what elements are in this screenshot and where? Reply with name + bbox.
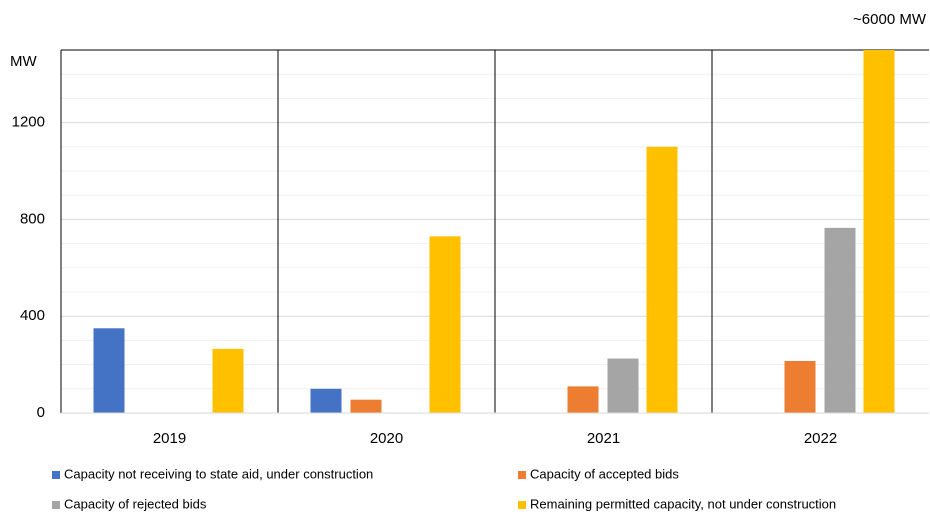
x-tick-label: 2022 xyxy=(804,430,837,447)
bar xyxy=(212,348,244,413)
bar xyxy=(646,146,678,414)
legend-swatch xyxy=(52,501,60,509)
legend-label: Remaining permitted capacity, not under … xyxy=(530,496,836,511)
bar xyxy=(784,360,816,413)
x-tick-label: 2019 xyxy=(153,430,186,447)
bar xyxy=(824,227,856,413)
bar xyxy=(350,399,382,413)
bar xyxy=(93,328,125,413)
y-tick-label: 0 xyxy=(37,404,45,421)
x-tick-label: 2021 xyxy=(587,430,620,447)
bar xyxy=(567,386,599,413)
bar xyxy=(607,358,639,413)
y-tick-label: 400 xyxy=(20,307,45,324)
legend-swatch xyxy=(518,471,526,479)
annotation: ~6000 MW xyxy=(853,11,927,28)
x-tick-label: 2020 xyxy=(370,430,403,447)
bar xyxy=(310,388,342,413)
legend-label: Capacity of accepted bids xyxy=(530,466,679,481)
legend-label: Capacity not receiving to state aid, und… xyxy=(64,466,373,481)
y-tick-label: 1200 xyxy=(12,114,45,131)
bar xyxy=(863,50,895,413)
legend-label: Capacity of rejected bids xyxy=(64,496,207,511)
y-tick-label: 800 xyxy=(20,210,45,227)
bar xyxy=(429,236,461,413)
legend-swatch xyxy=(518,501,526,509)
y-axis-label: MW xyxy=(10,53,37,70)
legend-swatch xyxy=(52,471,60,479)
bars xyxy=(93,50,895,414)
